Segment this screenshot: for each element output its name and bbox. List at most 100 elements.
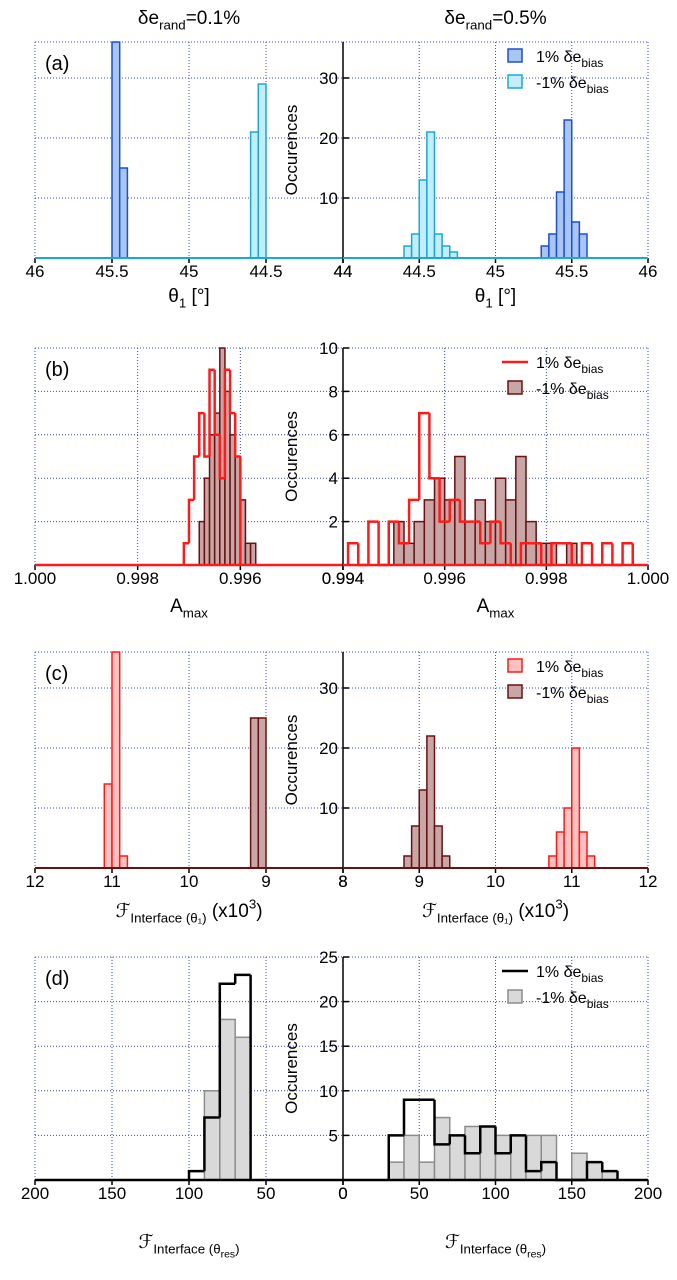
step (479, 521, 491, 545)
step (519, 542, 532, 565)
y-tick-label: 6 (329, 426, 338, 445)
bar (249, 131, 260, 259)
x-tick-label: 0 (338, 1184, 347, 1203)
x-axis-label: ℱInterface (θ₁) (x103) (115, 896, 262, 925)
y-tick-label: 4 (329, 469, 338, 488)
bar (433, 1116, 451, 1181)
bar (219, 1018, 236, 1181)
bar (479, 1125, 497, 1181)
x-axis-label: θ1 [°] (168, 286, 209, 311)
bar (525, 1134, 542, 1181)
legend-name: 1% δe (536, 49, 581, 66)
step (585, 1160, 603, 1180)
text-part: 3 (249, 896, 256, 911)
legend-name-sub: bias (581, 666, 603, 680)
text-part: Interface (θ (153, 1242, 220, 1257)
bar (111, 41, 121, 259)
text-part: θ (168, 286, 179, 307)
text-part: res (527, 1250, 542, 1261)
x-tick-label: 45 (486, 262, 505, 281)
x-tick-label: 44.5 (249, 262, 282, 281)
bar (418, 1161, 436, 1181)
bar (601, 1170, 619, 1181)
text-part: δe (444, 8, 465, 29)
y-tick-label: 10 (319, 189, 338, 208)
text-part: A (477, 596, 490, 617)
bar (249, 542, 257, 566)
bar (403, 1134, 420, 1181)
bar (555, 191, 565, 259)
bar (403, 245, 413, 259)
bar (571, 1152, 588, 1181)
step (418, 411, 430, 500)
bar (433, 825, 443, 869)
x-tick-label: 9 (415, 872, 424, 891)
step (367, 520, 379, 565)
legend-swatch (507, 684, 523, 699)
text-part: =0.1% (186, 8, 241, 29)
y-tick-label: 10 (319, 339, 338, 358)
bar (426, 735, 436, 869)
x-tick-label: 50 (257, 1184, 276, 1203)
panel-label: (c) (45, 663, 68, 685)
legend-name: 1% δe (536, 355, 581, 372)
x-tick-label: 200 (634, 1184, 662, 1203)
step (213, 369, 220, 437)
x-axis-label: Amax (477, 596, 515, 621)
step (203, 1116, 220, 1172)
y-tick-label: 2 (329, 513, 338, 532)
x-tick-label: 0.998 (116, 569, 159, 588)
x-tick-label: 0.996 (423, 569, 466, 588)
panel-label: (d) (45, 968, 69, 990)
bar (441, 855, 451, 869)
y-tick-label: 5 (329, 1126, 338, 1145)
x-tick-label: 44 (334, 262, 353, 281)
step (621, 542, 633, 565)
step (433, 1099, 450, 1146)
legend-label: -1% δebias (536, 381, 609, 402)
bar (586, 1161, 603, 1181)
bar (563, 119, 573, 259)
step (397, 521, 410, 545)
x-tick-label: 45.5 (555, 262, 588, 281)
legend-swatch (507, 48, 523, 63)
bar (118, 167, 129, 259)
text-part: [°] (186, 286, 209, 307)
x-tick-label: 45 (180, 262, 199, 281)
text-part: Interface (θ (460, 1242, 527, 1257)
x-tick-label: 0.996 (219, 569, 262, 588)
x-axis-label: ℱInterface (θres) (138, 1232, 239, 1261)
bar (403, 542, 415, 566)
bar (571, 747, 581, 869)
step (357, 543, 369, 567)
y-axis-label: Occurences (282, 105, 301, 196)
step (540, 1160, 557, 1172)
y-axis-label: Occurences (282, 1023, 301, 1114)
step (208, 368, 215, 457)
bar (555, 831, 565, 869)
legend-swatch (507, 74, 523, 89)
x-tick-label: 8 (338, 872, 347, 891)
step (428, 413, 440, 480)
x-tick-label: 46 (26, 262, 45, 281)
step (218, 434, 225, 480)
step (601, 542, 613, 565)
y-axis-label: Occurences (282, 411, 301, 502)
x-tick-label: 0.994 (322, 569, 365, 588)
x-tick-label: 50 (410, 1184, 429, 1203)
step (187, 498, 195, 544)
step (402, 1098, 420, 1136)
x-tick-label: 12 (639, 872, 658, 891)
legend-label: 1% δebias (536, 49, 603, 70)
bar (540, 1134, 558, 1181)
bar (540, 245, 550, 259)
step (233, 413, 241, 458)
text-part: (x10 (207, 901, 249, 922)
step (489, 520, 501, 544)
bar (413, 520, 426, 566)
legend-name: -1% δe (536, 75, 587, 92)
bar (257, 83, 267, 259)
text-part: ) (235, 1242, 239, 1257)
legend-name-sub: bias (581, 56, 603, 70)
step (509, 1134, 526, 1154)
